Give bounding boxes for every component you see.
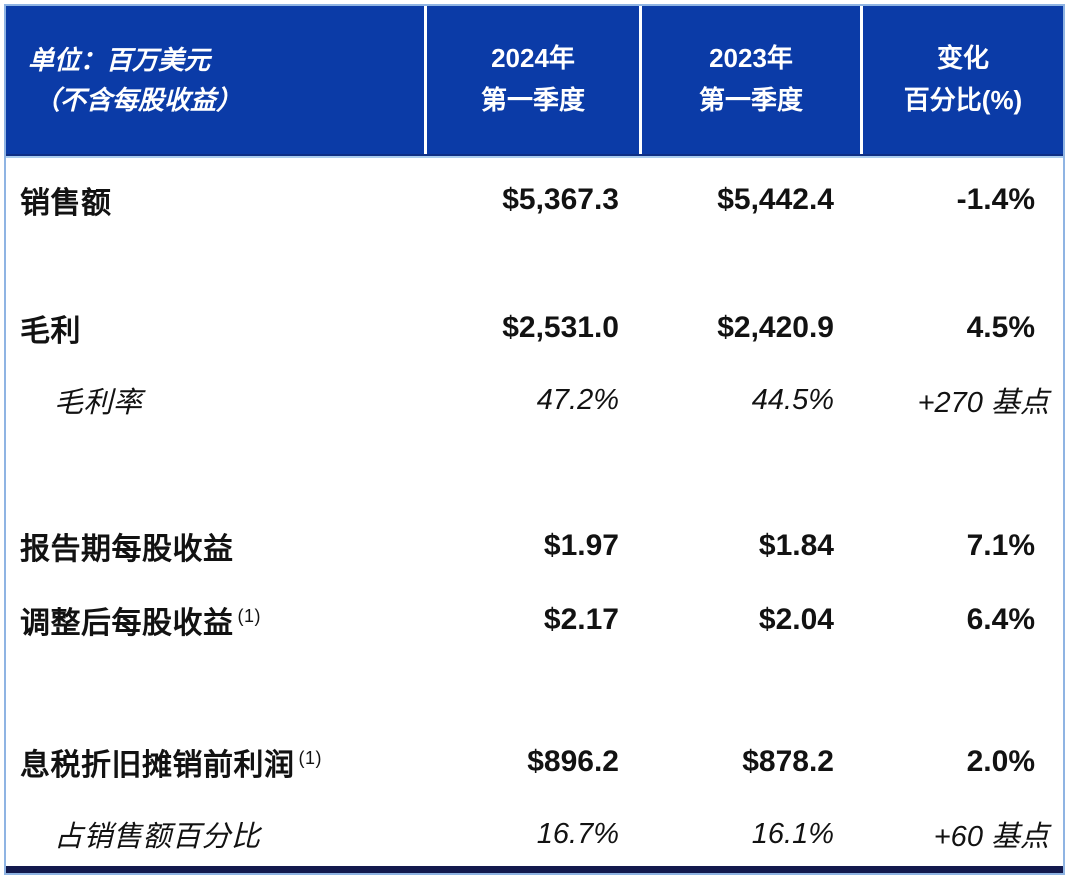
row-label: 息税折旧摊销前利润 (1)	[20, 748, 322, 782]
unit-note-line1: 单位：百万美元	[28, 44, 211, 75]
footnote-marker: (1)	[237, 606, 261, 626]
value-2023-q1: $878.2	[742, 745, 834, 778]
unit-note-line2: （不含每股收益）	[34, 85, 243, 115]
table-row: 销售额 $5,367.3 $5,442.4 -1.4%	[6, 170, 1063, 230]
table-row: 毛利 $2,531.0 $2,420.9 4.5%	[6, 298, 1063, 358]
financial-results-table: 单位：百万美元 （不含每股收益） 2024年 第一季度 2023年 第一季度 变…	[4, 4, 1065, 875]
header-col-change-pct: 变化 百分比(%)	[860, 6, 1063, 154]
header-unit-note: 单位：百万美元 （不含每股收益）	[6, 6, 424, 154]
header-col-2023-line1: 2023年	[709, 43, 793, 74]
header-col-2023-line2: 第一季度	[698, 85, 803, 115]
header-col-change-line2: 百分比(%)	[903, 85, 1023, 115]
header-col-2023-q1: 2023年 第一季度	[639, 6, 860, 154]
value-2024-q1: 16.7%	[536, 817, 619, 850]
value-change-pct: 7.1%	[966, 529, 1035, 562]
value-2023-q1: $1.84	[758, 529, 834, 562]
row-label: 毛利率	[54, 387, 143, 419]
table-bottom-bar	[6, 866, 1063, 873]
value-change-pct: 4.5%	[966, 311, 1035, 344]
header-col-2024-line2: 第一季度	[480, 85, 585, 115]
row-label: 调整后每股收益 (1)	[20, 606, 261, 640]
value-change-pct: +60 基点	[933, 821, 1049, 853]
value-2024-q1: 47.2%	[536, 383, 619, 416]
row-label: 销售额	[20, 187, 112, 220]
value-2024-q1: $1.97	[543, 529, 619, 562]
table-row: 调整后每股收益 (1) $2.17 $2.04 6.4%	[6, 590, 1063, 650]
table-row: 毛利率 47.2% 44.5% +270 基点	[6, 370, 1063, 430]
value-change-pct: -1.4%	[956, 183, 1035, 216]
header-col-change-line1: 变化	[936, 43, 989, 74]
table-body: 销售额 $5,367.3 $5,442.4 -1.4% 毛利 $2,531.0 …	[6, 156, 1063, 873]
value-2023-q1: $2,420.9	[717, 311, 834, 344]
value-2023-q1: $2.04	[758, 603, 834, 636]
value-2023-q1: $5,442.4	[717, 183, 834, 216]
value-2024-q1: $2.17	[543, 603, 619, 636]
header-col-2024-q1: 2024年 第一季度	[424, 6, 639, 154]
value-2023-q1: 16.1%	[751, 817, 834, 850]
value-2024-q1: $896.2	[527, 745, 619, 778]
table-row: 占销售额百分比 16.7% 16.1% +60 基点	[6, 804, 1063, 864]
value-2023-q1: 44.5%	[751, 383, 834, 416]
row-label: 占销售额百分比	[54, 821, 261, 853]
row-label: 毛利	[20, 315, 81, 348]
row-label: 报告期每股收益	[20, 533, 234, 566]
value-change-pct: 2.0%	[966, 745, 1035, 778]
value-change-pct: 6.4%	[966, 603, 1035, 636]
table-header: 单位：百万美元 （不含每股收益） 2024年 第一季度 2023年 第一季度 变…	[6, 6, 1063, 156]
value-change-pct: +270 基点	[917, 387, 1049, 419]
table-row: 报告期每股收益 $1.97 $1.84 7.1%	[6, 516, 1063, 576]
header-col-2024-line1: 2024年	[491, 43, 575, 74]
value-2024-q1: $2,531.0	[502, 311, 619, 344]
footnote-marker: (1)	[298, 748, 322, 768]
table-row: 息税折旧摊销前利润 (1) $896.2 $878.2 2.0%	[6, 732, 1063, 792]
value-2024-q1: $5,367.3	[502, 183, 619, 216]
